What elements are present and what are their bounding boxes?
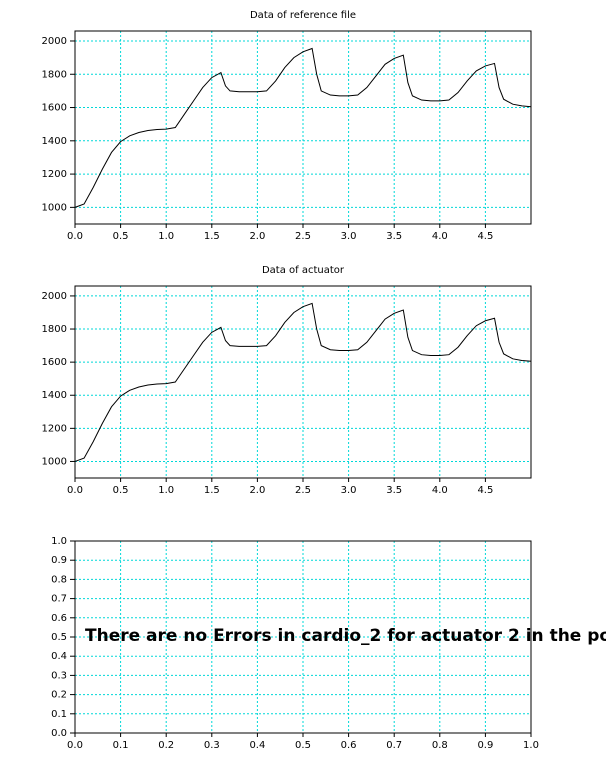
x-tick-label: 1.0: [158, 485, 174, 496]
annotation: There are no Errors in cardio_2 for actu…: [85, 626, 606, 646]
y-tick-label: 1400: [42, 390, 67, 401]
x-tick-label: 3.0: [341, 231, 357, 242]
y-tick-label: 0.7: [51, 594, 67, 605]
x-tick-label: 3.5: [386, 485, 402, 496]
x-tick-label: 1.5: [204, 485, 220, 496]
y-tick-label: 0.0: [51, 728, 67, 739]
y-tick-label: 1600: [42, 357, 67, 368]
x-tick-label: 0.2: [158, 740, 174, 751]
plot-frame: [74, 540, 532, 734]
x-tick-label: 4.5: [477, 485, 493, 496]
x-tick-label: 0.6: [341, 740, 357, 751]
plot-frame: [74, 30, 532, 225]
y-tick-label: 1400: [42, 136, 67, 147]
x-tick-label: 4.5: [477, 231, 493, 242]
x-tick-label: 1.5: [204, 231, 220, 242]
y-tick-label: 0.3: [51, 670, 67, 681]
x-tick-label: 0.8: [432, 740, 448, 751]
y-tick-label: 1.0: [51, 536, 67, 547]
x-tick-label: 0.4: [249, 740, 265, 751]
x-tick-label: 2.0: [249, 485, 265, 496]
y-tick-label: 0.9: [51, 555, 67, 566]
y-tick-label: 0.4: [51, 651, 67, 662]
data-line: [74, 47, 532, 208]
y-tick-label: 1200: [42, 423, 67, 434]
y-tick-label: 2000: [42, 36, 67, 47]
x-tick-label: 2.0: [249, 231, 265, 242]
data-line: [74, 302, 532, 462]
plot-frame: [74, 285, 532, 479]
x-tick-label: 2.5: [295, 485, 311, 496]
x-tick-label: 0.9: [477, 740, 493, 751]
x-tick-label: 0.5: [113, 231, 129, 242]
y-tick-label: 2000: [42, 291, 67, 302]
y-tick-label: 1000: [42, 202, 67, 213]
x-tick-label: 0.5: [113, 485, 129, 496]
x-tick-label: 0.3: [204, 740, 220, 751]
chart-title: Data of actuator: [262, 265, 345, 276]
y-tick-label: 1200: [42, 169, 67, 180]
x-tick-label: 0.7: [386, 740, 402, 751]
x-tick-label: 4.0: [432, 231, 448, 242]
y-tick-label: 0.8: [51, 574, 67, 585]
x-tick-label: 0.5: [295, 740, 311, 751]
y-tick-label: 1800: [42, 69, 67, 80]
x-tick-label: 0.0: [67, 231, 83, 242]
x-tick-label: 4.0: [432, 485, 448, 496]
y-tick-label: 0.5: [51, 632, 67, 643]
y-tick-label: 1000: [42, 456, 67, 467]
x-tick-label: 1.0: [158, 231, 174, 242]
x-tick-label: 3.0: [341, 485, 357, 496]
y-tick-label: 1600: [42, 103, 67, 114]
x-tick-label: 0.1: [113, 740, 129, 751]
y-tick-label: 1800: [42, 324, 67, 335]
x-tick-label: 0.0: [67, 740, 83, 751]
y-tick-label: 0.1: [51, 709, 67, 720]
x-tick-label: 1.0: [523, 740, 539, 751]
chart-title: Data of reference file: [250, 10, 356, 21]
y-tick-label: 0.2: [51, 690, 67, 701]
x-tick-label: 2.5: [295, 231, 311, 242]
x-tick-label: 0.0: [67, 485, 83, 496]
x-tick-label: 3.5: [386, 231, 402, 242]
y-tick-label: 0.6: [51, 613, 67, 624]
